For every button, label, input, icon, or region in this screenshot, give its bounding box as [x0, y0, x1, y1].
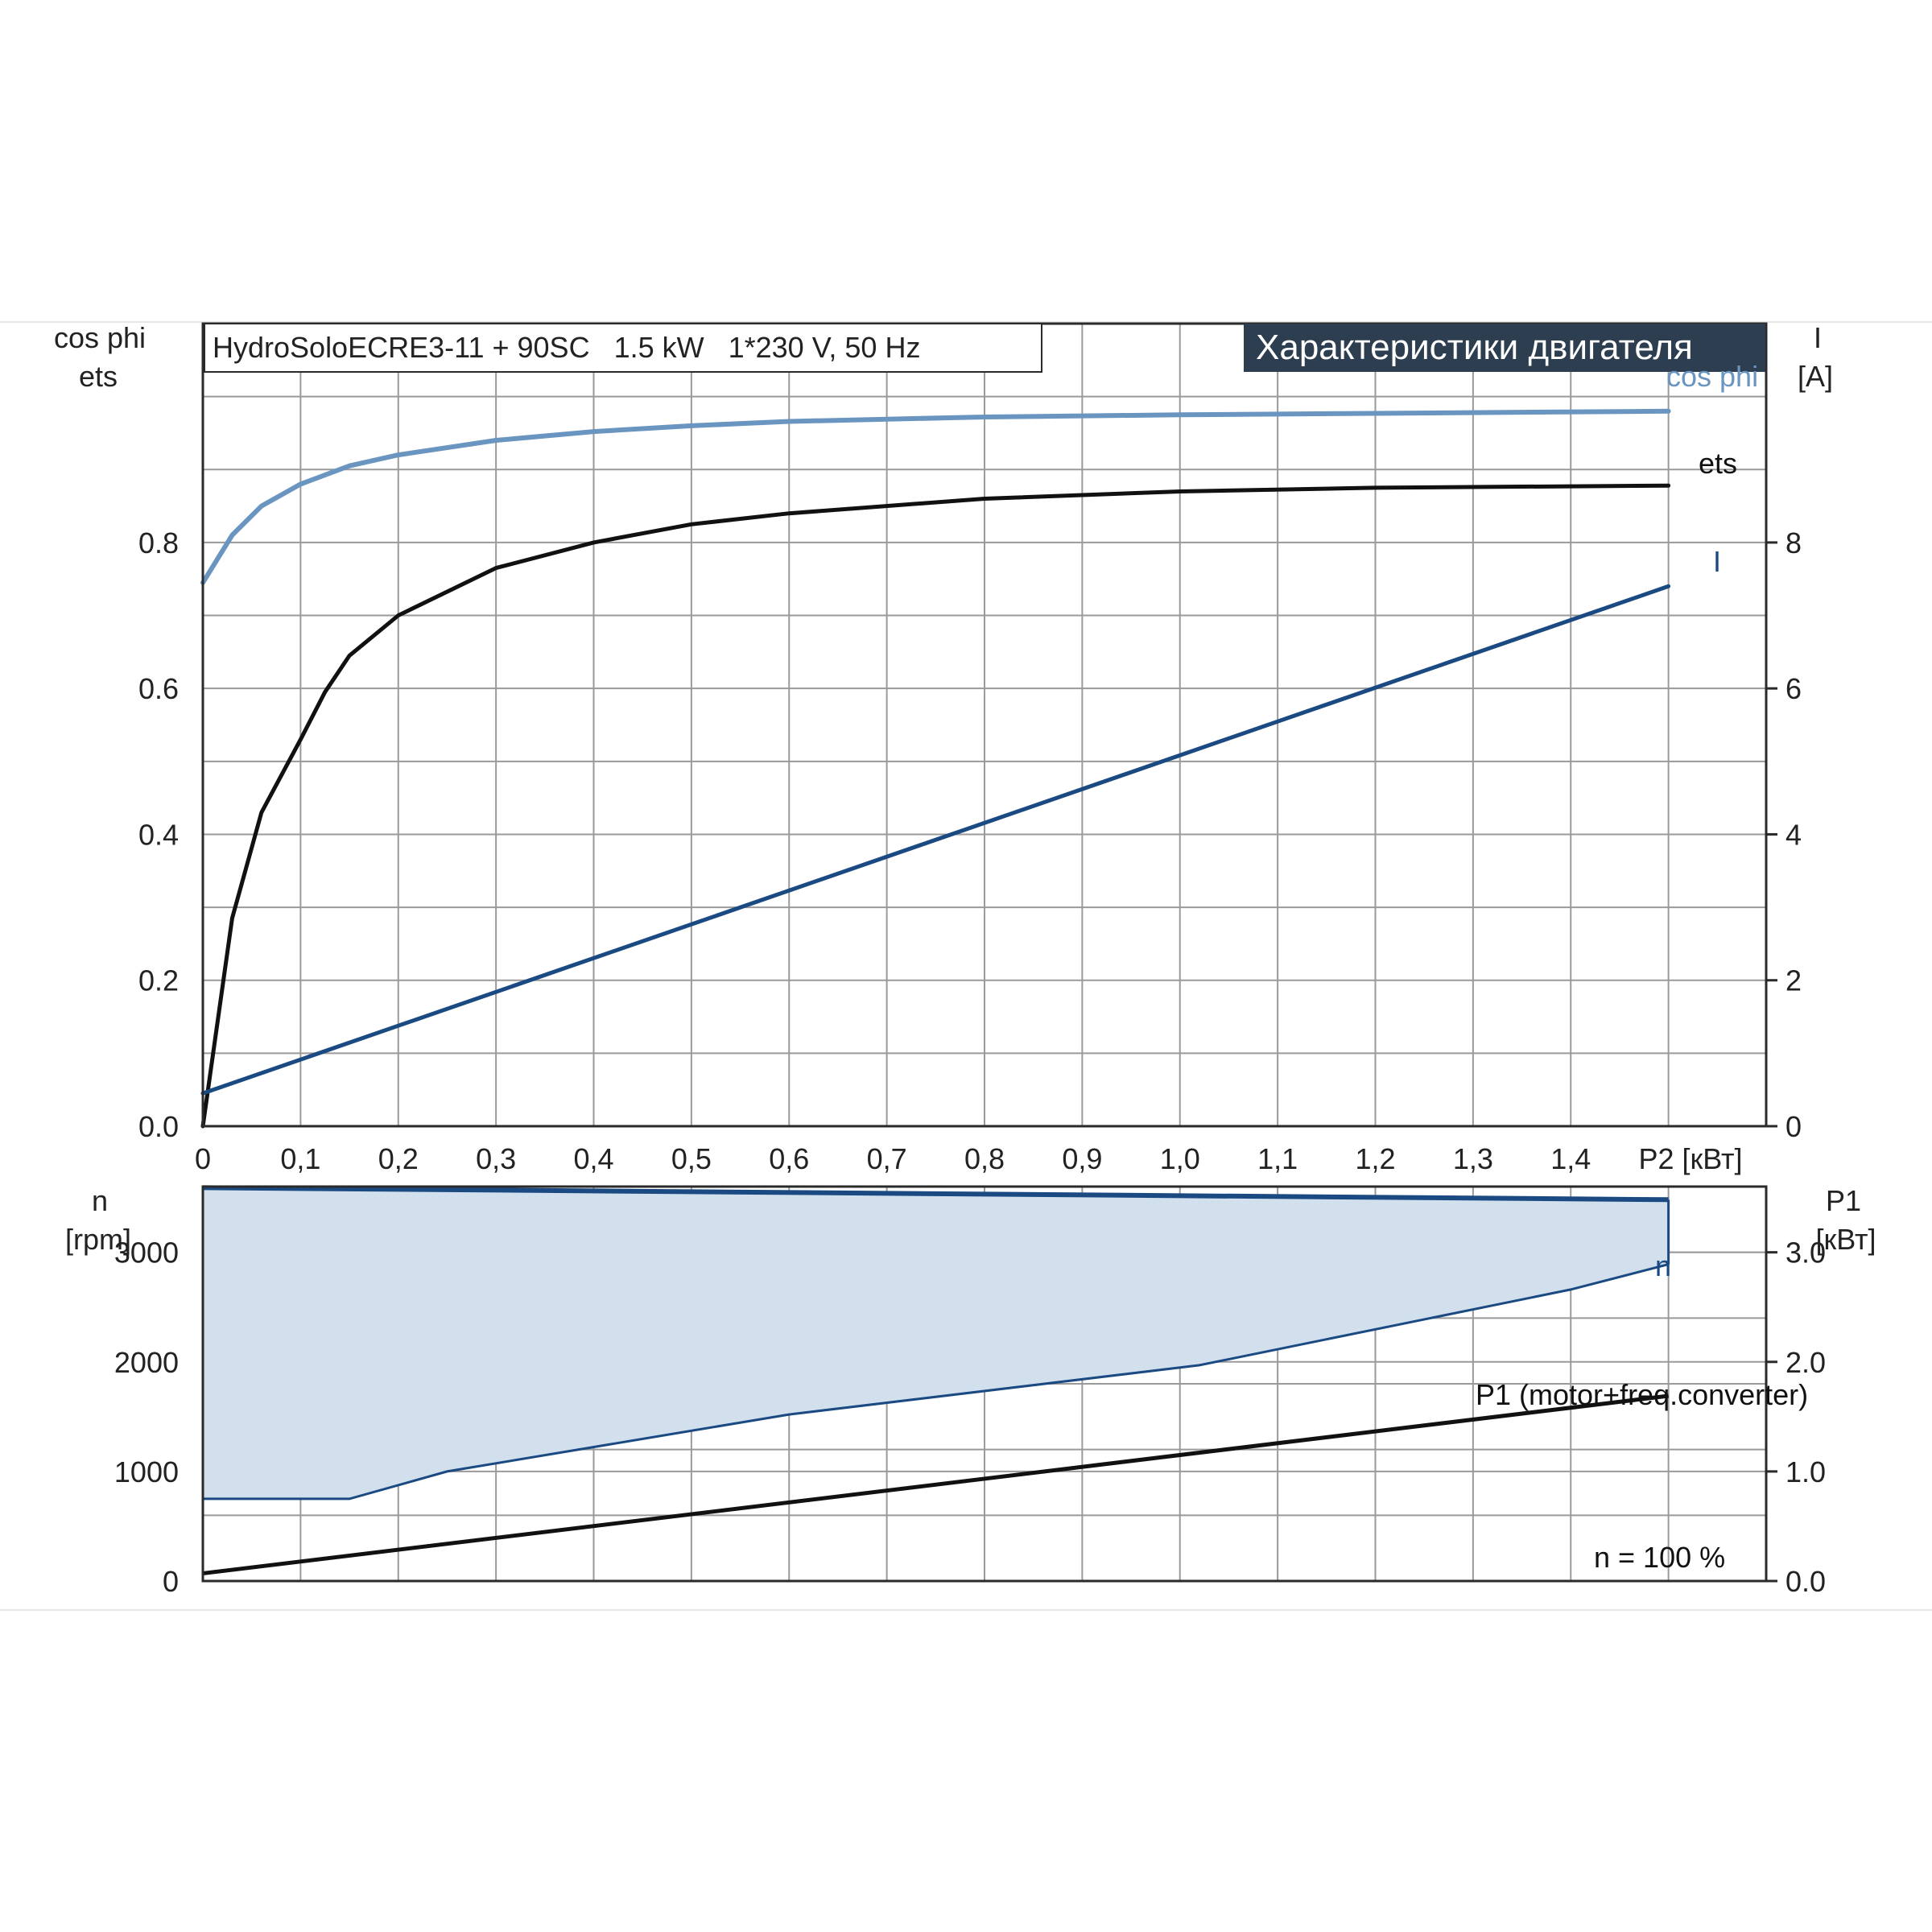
curve-label-cos-phi: cos phi	[1666, 360, 1758, 393]
x-tick-label: 0,8	[964, 1142, 1005, 1175]
x-tick-label: 0,9	[1062, 1142, 1102, 1175]
bottom-y-left-tick-label: 0	[163, 1565, 179, 1598]
y-left-tick-label: 0.6	[138, 672, 179, 705]
x-tick-label: 0,6	[769, 1142, 809, 1175]
curve-label-current: I	[1713, 545, 1721, 578]
curve-label-p1: P1 (motor+freq.converter)	[1476, 1378, 1808, 1411]
x-axis-label: P2 [кВт]	[1638, 1142, 1742, 1175]
x-tick-label: 1,0	[1160, 1142, 1200, 1175]
y-right-tick-label: 2	[1785, 964, 1802, 997]
right-axis-label-i: I	[1814, 321, 1822, 354]
x-tick-label: 0,5	[671, 1142, 712, 1175]
top-plot-curves	[200, 408, 1671, 1129]
x-tick-label: 0,3	[476, 1142, 516, 1175]
bottom-left-axis-label-n: n	[92, 1184, 108, 1217]
left-axis-label-ets: ets	[79, 360, 118, 393]
x-tick-label: 1,4	[1550, 1142, 1591, 1175]
right-axis-label-unit: [A]	[1798, 360, 1833, 393]
left-axis-label-cos-phi: cos phi	[54, 321, 146, 354]
speed-max-curve	[202, 1185, 1669, 1203]
x-tick-label: 0	[195, 1142, 211, 1175]
y-left-tick-label: 0.0	[138, 1110, 179, 1143]
cos-phi-curve	[200, 408, 1671, 585]
bottom-y-right-tick-label: 1.0	[1785, 1455, 1826, 1488]
p1-curve	[202, 1393, 1669, 1575]
model-text: HydroSoloECRE3-11 + 90SC 1.5 kW 1*230 V,…	[213, 331, 920, 364]
curve-label-speed: n	[1655, 1249, 1671, 1282]
bottom-y-right-tick-label: 2.0	[1785, 1346, 1826, 1379]
current-curve	[200, 584, 1671, 1096]
bottom-plot-frame	[201, 1185, 1768, 1583]
x-tick-label: 0,4	[573, 1142, 613, 1175]
speed-note: n = 100 %	[1594, 1541, 1725, 1574]
speed-range-area	[203, 1187, 1669, 1499]
bottom-y-left-tick-label: 3000	[114, 1236, 179, 1269]
x-tick-label: 0,7	[867, 1142, 907, 1175]
bottom-left-axis-label-unit: [rpm]	[65, 1223, 131, 1256]
section-title: Характеристики двигателя	[1256, 328, 1693, 367]
x-tick-label: 0,1	[280, 1142, 320, 1175]
x-tick-label: 1,3	[1453, 1142, 1493, 1175]
ets-curve	[200, 483, 1671, 1129]
y-right-tick-label: 4	[1785, 818, 1802, 851]
bottom-y-left-tick-label: 2000	[114, 1346, 179, 1379]
bottom-right-axis-label-unit: [кВт]	[1815, 1223, 1876, 1256]
x-tick-label: 1,1	[1257, 1142, 1298, 1175]
bottom-y-right-tick-label: 0.0	[1785, 1565, 1826, 1598]
curve-label-ets: ets	[1699, 447, 1737, 480]
y-left-tick-label: 0.8	[138, 526, 179, 559]
bottom-y-right-tick-label: 3.0	[1785, 1236, 1826, 1269]
section-title-bg	[1244, 324, 1765, 372]
y-right-tick-label: 8	[1785, 526, 1802, 559]
bottom-y-left-tick-label: 1000	[114, 1455, 179, 1488]
bottom-right-axis-label-p1: P1	[1826, 1184, 1861, 1217]
bottom-plot-ticks: 0 1000 2000 3000 0.0 1.0 2.0 3.0	[114, 1236, 1826, 1598]
y-right-tick-label: 0	[1785, 1110, 1802, 1143]
top-plot-grid	[203, 324, 1766, 1126]
x-tick-label: 1,2	[1355, 1142, 1395, 1175]
bottom-plot-curves	[202, 1185, 1670, 1575]
x-tick-label: 0,2	[378, 1142, 419, 1175]
speed-min-curve	[203, 1263, 1669, 1501]
y-right-tick-label: 6	[1785, 672, 1802, 705]
y-left-tick-label: 0.4	[138, 818, 179, 851]
y-left-tick-label: 0.2	[138, 964, 179, 997]
model-text-box	[204, 323, 1042, 373]
top-plot-ticks: 0 0,1 0,2 0,3 0,4 0,5 0,6 0,7 0,8 0,9 1,0 1,1 1,2 1,3…	[138, 526, 1802, 1175]
